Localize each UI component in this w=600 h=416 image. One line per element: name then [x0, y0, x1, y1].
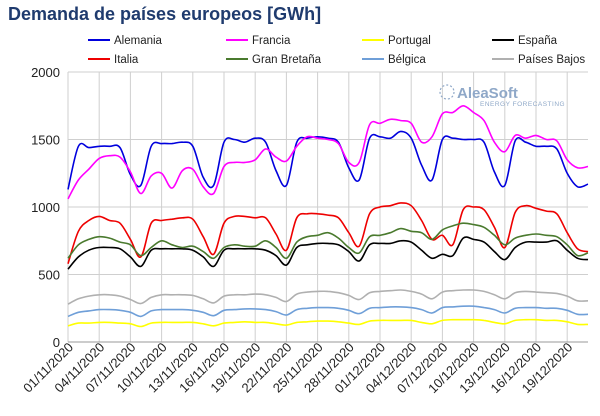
- series-line-gran-bretana: [67, 222, 589, 260]
- legend-label-espana: España: [518, 35, 558, 47]
- logo-tagline: ENERGY FORECASTING: [480, 101, 565, 108]
- legend-label-gran-bretana: Gran Bretaña: [252, 54, 322, 66]
- legend-label-portugal: Portugal: [388, 35, 431, 47]
- series-lines: [67, 104, 589, 328]
- logo-name: AleaSoft: [457, 85, 518, 102]
- series-line-francia: [67, 104, 589, 200]
- logo-icon: [439, 84, 455, 100]
- aleasoft-logo: AleaSoft ENERGY FORECASTING: [439, 84, 565, 108]
- y-tick-label: 0: [53, 335, 60, 350]
- y-tick-label: 2000: [31, 65, 60, 80]
- series-line-portugal: [67, 318, 589, 328]
- chart-title: Demanda de países europeos [GWh]: [8, 4, 322, 24]
- legend: Alemania Francia Portugal España Italia Gran …: [88, 35, 585, 66]
- series-line-paises-bajos: [67, 289, 589, 305]
- legend-label-italia: Italia: [114, 54, 139, 66]
- series-line-italia: [67, 202, 589, 264]
- legend-label-belgica: Bélgica: [388, 54, 426, 66]
- y-tick-label: 1500: [31, 133, 60, 148]
- series-line-alemania: [67, 130, 589, 190]
- legend-label-francia: Francia: [252, 35, 291, 47]
- legend-label-paises-bajos: Países Bajos: [518, 54, 585, 66]
- series-line-espana: [67, 236, 589, 270]
- series-line-belgica: [67, 305, 589, 318]
- axes: 050010001500200001/11/202004/11/202007/1…: [20, 65, 588, 396]
- legend-label-alemania: Alemania: [114, 35, 163, 47]
- y-tick-label: 1000: [31, 200, 60, 215]
- y-tick-label: 500: [38, 268, 60, 283]
